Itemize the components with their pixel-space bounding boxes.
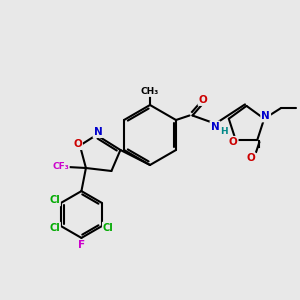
Text: O: O xyxy=(246,153,255,164)
Text: Cl: Cl xyxy=(49,195,60,206)
Text: Cl: Cl xyxy=(103,223,114,233)
Text: Cl: Cl xyxy=(49,223,60,233)
Text: O: O xyxy=(199,95,207,105)
Text: O: O xyxy=(229,137,238,147)
Text: CF₃: CF₃ xyxy=(52,162,69,171)
Text: F: F xyxy=(78,240,85,250)
Text: O: O xyxy=(73,139,82,149)
Text: N: N xyxy=(94,127,102,137)
Text: H: H xyxy=(220,127,228,136)
Text: CH₃: CH₃ xyxy=(141,87,159,96)
Text: N: N xyxy=(211,122,219,132)
Text: N: N xyxy=(261,111,270,122)
